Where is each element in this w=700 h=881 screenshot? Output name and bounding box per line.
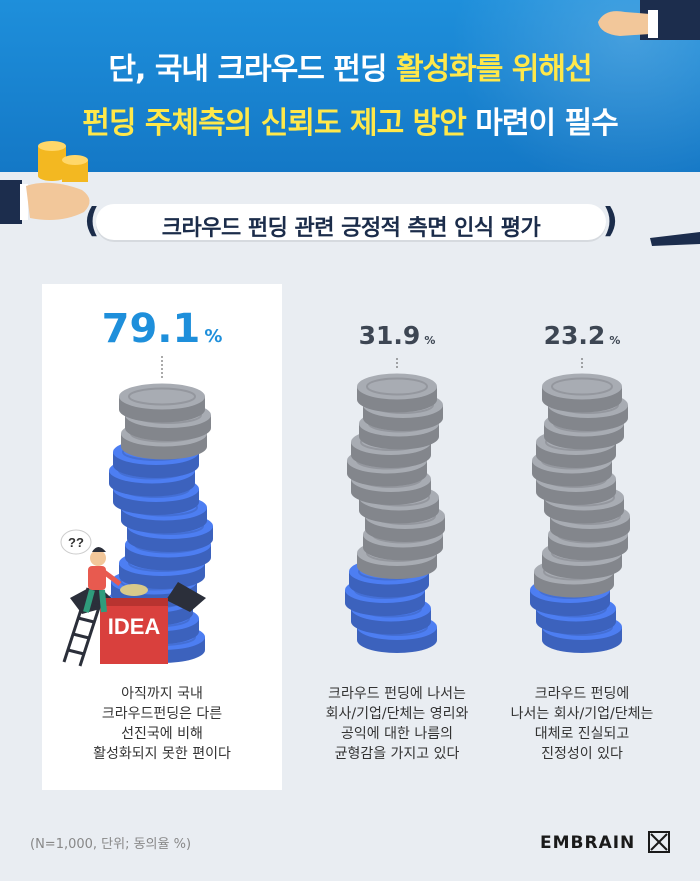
caption-line: 선진국에 비해 bbox=[121, 726, 203, 742]
sleeve-right-decoration bbox=[650, 232, 700, 246]
caption-line: 공익에 대한 나름의 bbox=[341, 726, 453, 742]
value-number: 79.1 bbox=[102, 306, 201, 352]
hand-with-coins-icon bbox=[0, 141, 90, 224]
caption-line: 회사/기업/단체는 영리와 bbox=[325, 706, 469, 722]
coin-stack-2 bbox=[345, 373, 445, 653]
caption-line: 나서는 회사/기업/단체는 bbox=[510, 706, 654, 722]
right-paren-icon: ) bbox=[602, 201, 618, 241]
caption-line: 크라우드 펀딩에 나서는 bbox=[328, 686, 466, 702]
caption-line: 크라우드 펀딩에 bbox=[534, 686, 630, 702]
caption-line: 진정성이 있다 bbox=[541, 746, 623, 762]
caption-line: 활성화되지 못한 편이다 bbox=[93, 746, 231, 762]
value-number: 23.2 bbox=[544, 321, 606, 350]
subtitle-pill: ( ) 크라우드 펀딩 관련 긍정적 측면 인식 평가 bbox=[84, 201, 618, 241]
coin-rest bbox=[542, 373, 622, 413]
question-bubble-icon: ?? bbox=[60, 529, 92, 555]
value-label-2: 31.9% bbox=[359, 321, 436, 350]
caption-line: 대체로 진실되고 bbox=[534, 726, 630, 742]
idea-box-illustration: IDEA ?? bbox=[60, 529, 206, 667]
coin-rest bbox=[119, 383, 205, 423]
hand-top-right-icon bbox=[598, 0, 700, 40]
value-label-1: 79.1% bbox=[102, 306, 223, 352]
person-icon bbox=[83, 547, 122, 613]
left-paren-icon: ( bbox=[84, 201, 100, 241]
embrain-logo-icon bbox=[648, 831, 670, 853]
coin-stack-3 bbox=[530, 373, 630, 653]
value-unit: % bbox=[204, 326, 222, 347]
bubble-text: ?? bbox=[68, 535, 84, 550]
value-unit: % bbox=[424, 334, 435, 347]
value-unit: % bbox=[609, 334, 620, 347]
coin-rest bbox=[357, 373, 437, 413]
value-number: 31.9 bbox=[359, 321, 421, 350]
footnote: (N=1,000, 단위; 동의율 %) bbox=[30, 837, 192, 852]
caption-line: 아직까지 국내 bbox=[121, 686, 203, 702]
caption-line: 균형감을 가지고 있다 bbox=[334, 746, 460, 762]
title-line-1: 단, 국내 크라우드 펀딩 활성화를 위해선 bbox=[108, 52, 592, 87]
title-line-2: 펀딩 주체측의 신뢰도 제고 방안 마련이 필수 bbox=[82, 106, 618, 141]
idea-box-label: IDEA bbox=[108, 614, 161, 639]
value-label-3: 23.2% bbox=[544, 321, 621, 350]
brand-logo-text: EMBRAIN bbox=[540, 833, 636, 853]
caption-line: 크라우드펀딩은 다른 bbox=[101, 706, 223, 722]
chart-subtitle: 크라우드 펀딩 관련 긍정적 측면 인식 평가 bbox=[161, 216, 541, 241]
